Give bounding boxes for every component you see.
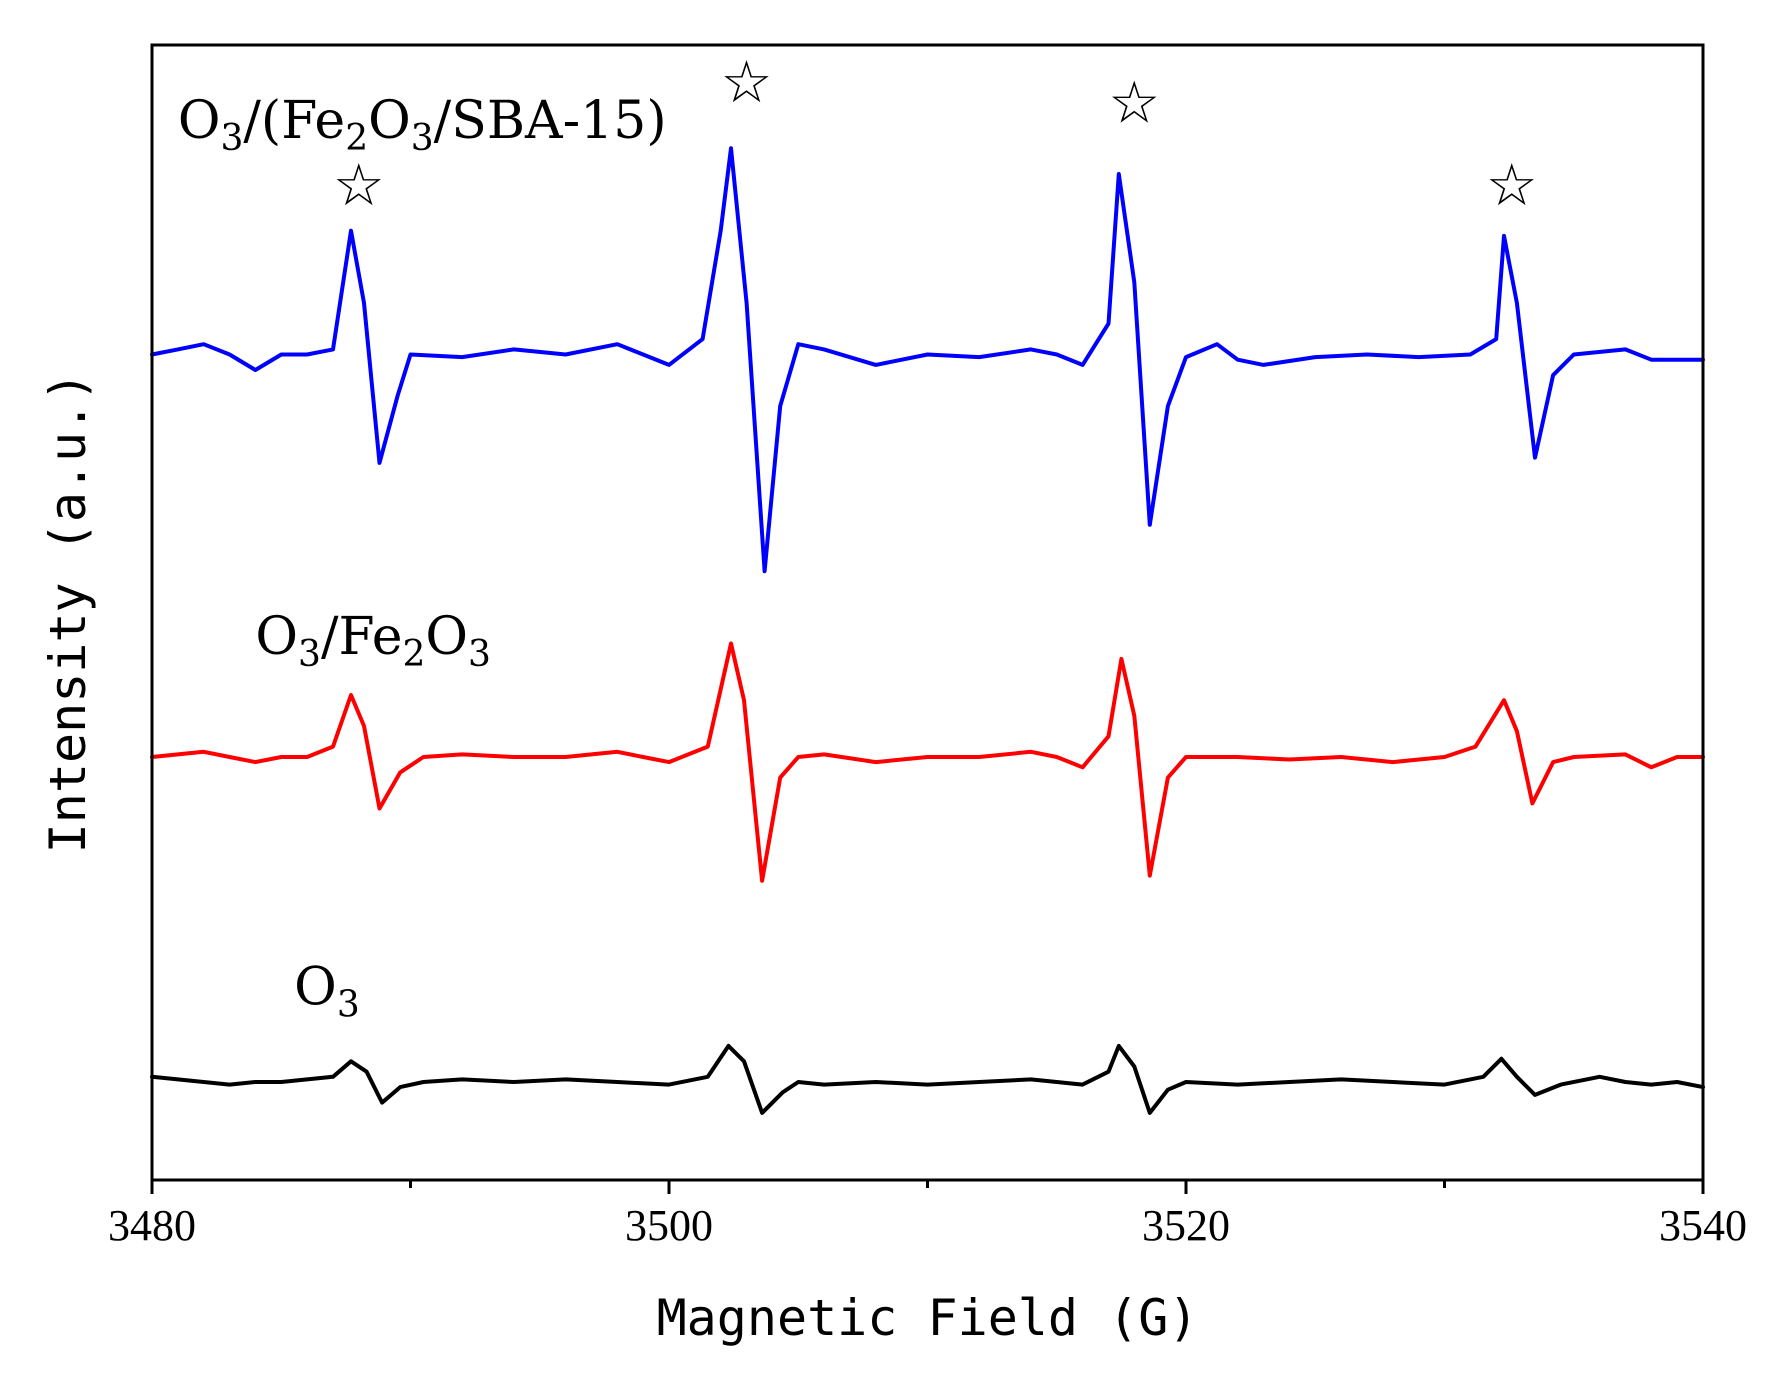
- x-axis-ticks: 3480 3500 3520 3540: [108, 1180, 1747, 1250]
- series-label-1: O3/Fe2O3: [255, 607, 491, 675]
- series-line-2: [150, 1043, 1705, 1115]
- peak-star-marker-3: ☆: [1486, 151, 1538, 219]
- peak-star-marker-2: ☆: [1108, 68, 1160, 136]
- series-label-layer: O3/(Fe2O3/SBA-15) O3/Fe2O3 O3: [178, 91, 667, 1026]
- series-label-0: O3/(Fe2O3/SBA-15): [178, 91, 667, 159]
- x-tick-label-1: 3500: [625, 1201, 713, 1250]
- series-layer: [150, 146, 1705, 1115]
- peak-star-marker-1: ☆: [721, 48, 773, 116]
- peak-marker-layer: ☆ ☆ ☆ ☆: [333, 48, 1538, 219]
- x-axis-title: Magnetic Field (G): [657, 1289, 1199, 1347]
- x-tick-label-0: 3480: [108, 1201, 196, 1250]
- series-line-0: [150, 146, 1705, 574]
- series-line-1: [150, 641, 1705, 883]
- series-label-2: O3: [294, 958, 360, 1026]
- y-axis-title: Intensity (a.u.): [39, 372, 97, 854]
- peak-star-marker-0: ☆: [333, 151, 385, 219]
- x-tick-label-2: 3520: [1142, 1201, 1230, 1250]
- x-tick-label-3: 3540: [1659, 1201, 1747, 1250]
